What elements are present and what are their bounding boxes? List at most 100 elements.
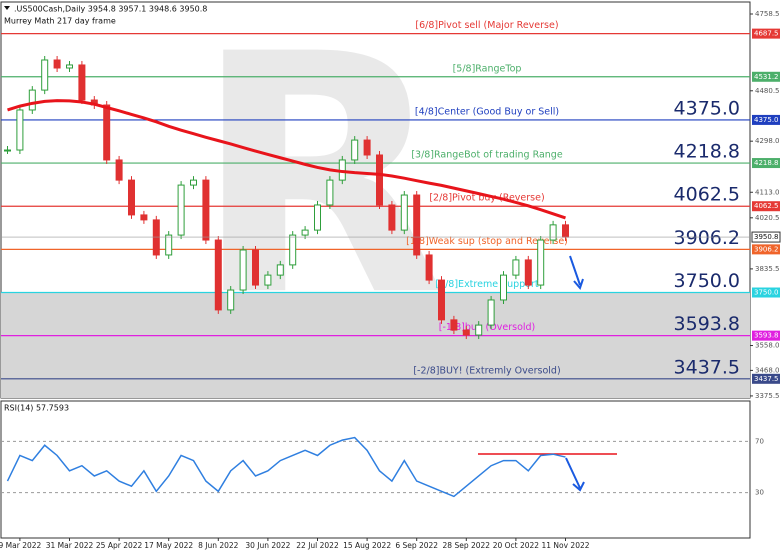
candle — [28, 89, 36, 111]
level-text: [1/8]Weak sup (stop and Reverse) — [406, 236, 568, 247]
axis-level-box — [752, 330, 780, 341]
candle — [438, 279, 445, 321]
candle — [115, 159, 123, 181]
x-tick-label: 31 Mar 2022 — [46, 541, 94, 550]
candle — [326, 179, 334, 206]
candle — [450, 319, 458, 331]
y-tick-label: 3835.5 — [755, 265, 780, 273]
candle — [214, 239, 222, 311]
candle — [53, 59, 61, 69]
axis-level-label: 4531.2 — [754, 73, 779, 81]
big-level-label: 3906.2 — [674, 227, 740, 249]
axis-level-box — [752, 201, 780, 212]
candle — [227, 289, 235, 311]
big-level-label: 4062.5 — [674, 184, 740, 206]
level-text: [-1/8]buy (Oversold) — [439, 322, 536, 333]
y-tick-label: 4113.0 — [755, 188, 780, 196]
collapse-icon — [4, 6, 10, 10]
level-text: [5/8]RangeTop — [453, 63, 522, 74]
candle — [16, 109, 24, 151]
candle — [165, 234, 173, 256]
candle — [388, 204, 396, 231]
candle — [301, 229, 309, 236]
y-tick-label: 4758.5 — [755, 10, 780, 18]
y-tick-label: 4020.5 — [755, 214, 780, 222]
rsi-title: RSI(14) 57.7593 — [4, 404, 69, 413]
y-tick-label: 4480.5 — [755, 87, 780, 95]
axis-level-label: 3437.5 — [754, 375, 779, 383]
rsi-tick-label: 70 — [755, 437, 764, 445]
candle — [462, 329, 470, 336]
level-text: [3/8]RangeBot of trading Range — [411, 150, 563, 161]
arrow — [565, 457, 585, 492]
candle — [537, 239, 545, 286]
x-tick-label: 15 Aug 2022 — [343, 541, 391, 550]
candle — [475, 324, 483, 336]
y-tick-label: 3468.0 — [755, 366, 780, 374]
axis-level-box — [752, 71, 780, 82]
candle — [41, 59, 49, 91]
candle — [487, 299, 495, 326]
x-tick-label: 9 Mar 2022 — [0, 541, 42, 550]
x-tick-label: 11 Nov 2022 — [541, 541, 589, 550]
candle — [524, 259, 532, 286]
rsi-panel — [0, 400, 751, 539]
candle — [425, 254, 433, 281]
candle — [4, 149, 11, 152]
big-level-label: 3593.8 — [674, 313, 740, 335]
big-level-label: 4218.8 — [674, 141, 740, 163]
chart-subtitle: Murrey Math 217 day frame — [4, 17, 116, 26]
axis-level-label: 3593.8 — [754, 332, 779, 340]
x-tick-label: 25 Apr 2022 — [96, 541, 143, 550]
candle — [512, 259, 520, 276]
level-text: [0/8]Extreme Support — [435, 279, 539, 290]
x-tick-label: 22 Jul 2022 — [296, 541, 339, 550]
axis-level-label: 3906.2 — [754, 245, 779, 253]
x-tick-label: 17 May 2022 — [144, 541, 193, 550]
candle — [202, 179, 210, 241]
big-level-label: 3437.5 — [674, 356, 740, 378]
rsi-tick-label: 30 — [755, 489, 764, 497]
axis-level-box — [752, 287, 780, 298]
candle — [78, 64, 86, 101]
axis-level-box — [752, 244, 780, 255]
axis-level-label: 4375.0 — [754, 116, 779, 124]
candle — [363, 139, 371, 156]
axis-level-label: 4062.5 — [754, 202, 779, 210]
y-tick-label: 4298.0 — [755, 137, 780, 145]
candle — [239, 249, 247, 291]
candle — [351, 139, 359, 161]
candle — [276, 264, 284, 276]
candle — [549, 224, 557, 241]
candle — [177, 184, 185, 236]
candle — [314, 204, 321, 231]
x-tick-label: 8 Jun 2022 — [198, 541, 239, 550]
candle — [252, 249, 259, 286]
main-layer: [6/8]Pivot sell (Major Reverse) [5/8]Rang… — [1, 20, 750, 398]
big-level-label: 4375.0 — [674, 97, 740, 119]
current-price-label: 3950.8 — [754, 233, 779, 241]
level-text: [6/8]Pivot sell (Major Reverse) — [415, 20, 558, 31]
candle — [413, 194, 421, 256]
oversold-zone — [1, 292, 750, 398]
candle — [103, 104, 111, 161]
level-text: [2/8]Pivot buy (Reverse) — [429, 193, 544, 204]
axis-level-label: 3750.0 — [754, 289, 779, 297]
candle — [376, 154, 383, 206]
x-tick-label: 6 Sep 2022 — [395, 541, 438, 550]
level-text: [-2/8]BUY! (Extremly Oversold) — [413, 365, 560, 376]
candle — [264, 274, 272, 286]
candle — [190, 179, 197, 186]
y-tick-label: 3375.5 — [755, 392, 780, 400]
axis-level-box — [752, 158, 780, 169]
level-text: [4/8]Center (Good Buy or Sell) — [415, 106, 559, 117]
candle — [66, 64, 73, 69]
moving-average — [7, 99, 566, 220]
axis-level-label: 4687.5 — [754, 30, 779, 38]
x-tick-label: 20 Oct 2022 — [493, 541, 540, 550]
candle — [289, 234, 297, 266]
candle — [128, 179, 135, 216]
candle — [140, 214, 148, 221]
y-tick-label: 3558.0 — [755, 342, 780, 350]
